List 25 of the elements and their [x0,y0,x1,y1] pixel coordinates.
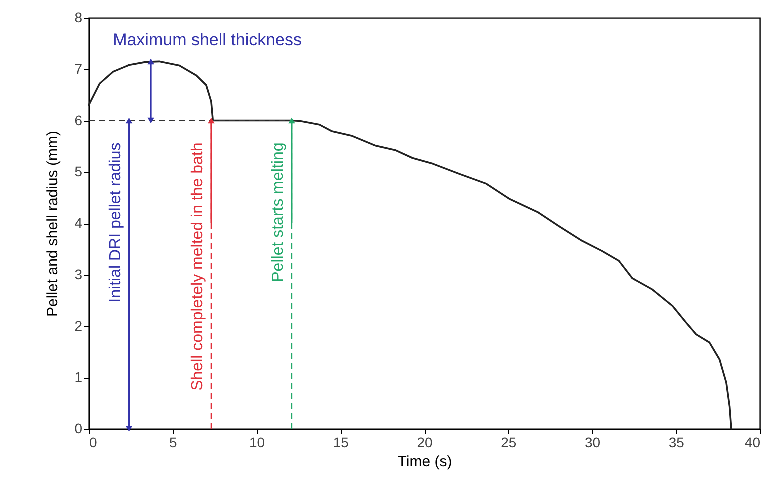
x-tick-label: 35 [668,434,685,450]
y-tick-label: 1 [74,369,83,386]
y-axis-title: Pellet and shell radius (mm) [44,131,62,317]
x-tick-label: 30 [584,434,601,450]
y-tick-label: 4 [74,215,83,231]
y-tick-label: 0 [74,420,83,436]
y-tick-label: 5 [74,164,83,180]
x-tick-label: 5 [169,434,178,450]
y-tick-label: 8 [74,10,83,26]
line-series [88,60,732,430]
x-tick-label: 40 [744,434,761,450]
annotation: Initial DRI pellet radius [107,142,124,303]
annotation: Maximum shell thickness [113,30,302,50]
y-tick-label: 3 [74,266,83,282]
annotation: Shell completely melted in the bath [189,142,206,391]
y-tick-label: 7 [74,60,83,77]
x-tick-label: 25 [501,434,517,450]
x-tick-label: 10 [249,434,266,450]
x-tick-label: 20 [417,434,433,450]
x-axis-title: Time (s) [398,454,452,470]
x-tick-label: 15 [333,434,350,450]
annotation: Pellet starts melting [270,142,287,282]
y-tick-label: 2 [74,318,83,334]
x-tick-label: 0 [90,434,98,450]
y-tick-label: 6 [74,112,83,128]
